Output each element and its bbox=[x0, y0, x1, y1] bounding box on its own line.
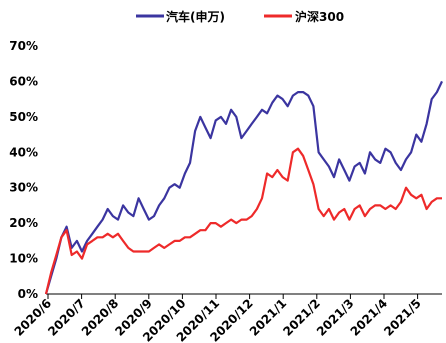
legend-label-hs300: 沪深300 bbox=[295, 9, 344, 24]
plot-area bbox=[44, 80, 443, 295]
y-tick-label: 10% bbox=[9, 252, 38, 266]
y-tick-label: 30% bbox=[9, 181, 38, 195]
y-tick-label: 20% bbox=[9, 216, 38, 230]
x-axis: 2020/62020/72020/82020/92020/102020/1120… bbox=[12, 293, 442, 343]
y-tick-label: 0% bbox=[18, 287, 38, 301]
x-tick-label: 2021/5 bbox=[381, 296, 424, 339]
y-tick-label: 40% bbox=[9, 145, 38, 159]
series-line-hs300 bbox=[44, 147, 442, 295]
legend: 汽车(申万) 沪深300 bbox=[136, 9, 344, 24]
y-tick-label: 70% bbox=[9, 39, 38, 53]
legend-label-autos: 汽车(申万) bbox=[166, 9, 225, 24]
series-line-autos bbox=[44, 80, 443, 295]
y-axis: 0% 10% 20% 30% 40% 50% 60% 70% bbox=[9, 39, 38, 301]
y-tick-label: 50% bbox=[9, 110, 38, 124]
y-tick-label: 60% bbox=[9, 74, 38, 88]
